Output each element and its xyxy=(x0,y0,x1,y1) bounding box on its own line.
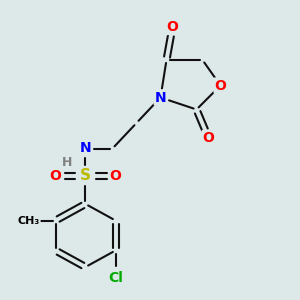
Text: O: O xyxy=(202,131,214,145)
Text: O: O xyxy=(214,79,226,92)
Text: Cl: Cl xyxy=(108,271,123,284)
Text: H: H xyxy=(62,155,73,169)
Text: N: N xyxy=(155,91,166,104)
Text: O: O xyxy=(110,169,122,182)
Text: O: O xyxy=(167,20,178,34)
Text: N: N xyxy=(80,142,91,155)
Text: S: S xyxy=(80,168,91,183)
Text: O: O xyxy=(50,169,61,182)
Text: CH₃: CH₃ xyxy=(17,215,40,226)
